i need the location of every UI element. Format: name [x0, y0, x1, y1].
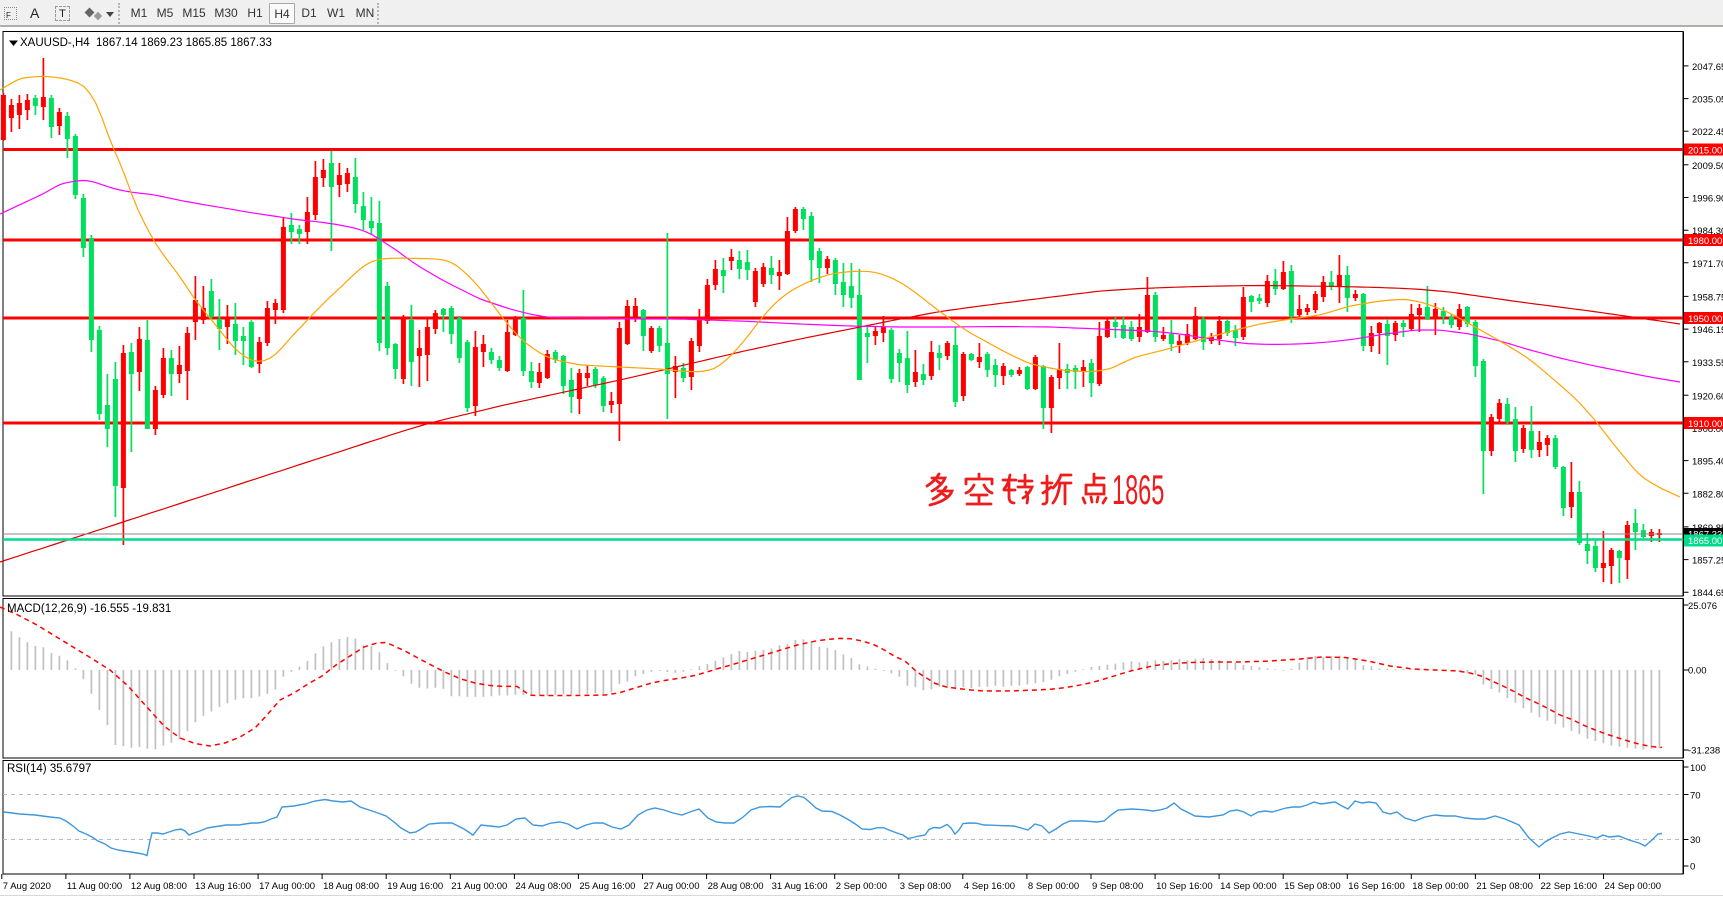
- svg-text:1980.00: 1980.00: [1688, 236, 1722, 247]
- svg-text:4 Sep 16:00: 4 Sep 16:00: [964, 881, 1015, 892]
- svg-text:1996.90: 1996.90: [1692, 194, 1723, 205]
- svg-text:7 Aug 2020: 7 Aug 2020: [3, 881, 51, 892]
- svg-text:12 Aug 08:00: 12 Aug 08:00: [131, 881, 187, 892]
- svg-text:13 Aug 16:00: 13 Aug 16:00: [195, 881, 251, 892]
- svg-text:2022.45: 2022.45: [1692, 127, 1723, 138]
- svg-text:MACD(12,26,9) -16.555 -19.831: MACD(12,26,9) -16.555 -19.831: [7, 603, 171, 615]
- svg-text:1865: 1865: [1112, 467, 1164, 514]
- svg-text:1910.00: 1910.00: [1688, 419, 1722, 430]
- svg-text:1920.60: 1920.60: [1692, 391, 1723, 402]
- svg-text:1908.00: 1908.00: [1692, 424, 1723, 435]
- svg-text:27 Aug 00:00: 27 Aug 00:00: [644, 881, 700, 892]
- svg-text:1958.75: 1958.75: [1692, 292, 1723, 303]
- svg-text:1865.00: 1865.00: [1688, 536, 1722, 547]
- svg-text:1971.70: 1971.70: [1692, 259, 1723, 270]
- svg-text:3 Sep 08:00: 3 Sep 08:00: [900, 881, 951, 892]
- svg-text:16 Sep 16:00: 16 Sep 16:00: [1348, 881, 1405, 892]
- svg-text:1933.55: 1933.55: [1692, 358, 1723, 369]
- svg-text:10 Sep 16:00: 10 Sep 16:00: [1156, 881, 1213, 892]
- svg-text:11 Aug 00:00: 11 Aug 00:00: [67, 881, 122, 892]
- svg-text:1857.25: 1857.25: [1692, 556, 1723, 567]
- svg-text:18 Aug 08:00: 18 Aug 08:00: [323, 881, 379, 892]
- svg-text:1895.40: 1895.40: [1692, 457, 1723, 468]
- svg-text:2035.05: 2035.05: [1692, 95, 1723, 106]
- svg-text:2015.00: 2015.00: [1688, 146, 1722, 157]
- svg-text:70: 70: [1690, 791, 1701, 802]
- svg-text:24 Aug 08:00: 24 Aug 08:00: [515, 881, 571, 892]
- svg-text:25.076: 25.076: [1688, 601, 1717, 612]
- svg-text:1984.30: 1984.30: [1692, 226, 1723, 237]
- svg-text:2009.50: 2009.50: [1692, 161, 1723, 172]
- svg-text:XAUUSD-,H4 1867.14 1869.23 18: XAUUSD-,H4 1867.14 1869.23 1865.85 1867.…: [20, 37, 272, 49]
- svg-text:24 Sep 00:00: 24 Sep 00:00: [1605, 881, 1662, 892]
- svg-text:21 Sep 08:00: 21 Sep 08:00: [1476, 881, 1533, 892]
- svg-text:19 Aug 16:00: 19 Aug 16:00: [387, 881, 443, 892]
- svg-text:2047.65: 2047.65: [1692, 62, 1723, 73]
- svg-text:1844.65: 1844.65: [1692, 588, 1723, 599]
- svg-text:2 Sep 00:00: 2 Sep 00:00: [836, 881, 887, 892]
- svg-text:30: 30: [1690, 835, 1701, 846]
- svg-text:8 Sep 00:00: 8 Sep 00:00: [1028, 881, 1079, 892]
- svg-text:17 Aug 00:00: 17 Aug 00:00: [259, 881, 315, 892]
- svg-text:21 Aug 00:00: 21 Aug 00:00: [451, 881, 507, 892]
- svg-text:31 Aug 16:00: 31 Aug 16:00: [772, 881, 828, 892]
- svg-text:15 Sep 08:00: 15 Sep 08:00: [1284, 881, 1341, 892]
- svg-text:28 Aug 08:00: 28 Aug 08:00: [708, 881, 764, 892]
- svg-text:-31.238: -31.238: [1688, 746, 1720, 757]
- svg-text:25 Aug 16:00: 25 Aug 16:00: [579, 881, 635, 892]
- svg-text:9 Sep 08:00: 9 Sep 08:00: [1092, 881, 1143, 892]
- svg-text:100: 100: [1690, 763, 1706, 774]
- svg-text:1882.80: 1882.80: [1692, 489, 1723, 500]
- svg-text:RSI(14) 35.6797: RSI(14) 35.6797: [7, 763, 91, 775]
- svg-text:0.00: 0.00: [1688, 666, 1707, 677]
- svg-text:22 Sep 16:00: 22 Sep 16:00: [1541, 881, 1598, 892]
- svg-text:1946.15: 1946.15: [1692, 325, 1723, 336]
- svg-text:1950.00: 1950.00: [1688, 314, 1722, 325]
- svg-text:18 Sep 00:00: 18 Sep 00:00: [1412, 881, 1469, 892]
- svg-text:14 Sep 00:00: 14 Sep 00:00: [1220, 881, 1277, 892]
- svg-text:0: 0: [1690, 862, 1695, 873]
